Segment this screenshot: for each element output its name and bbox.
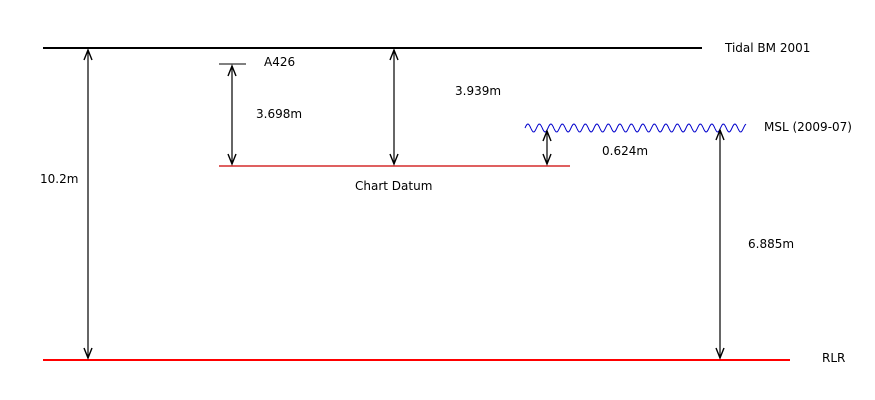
chart-datum-to-msl-label: 0.624m xyxy=(602,144,648,158)
msl-to-rlr-arrow xyxy=(715,128,725,360)
a426-to-chart-datum-arrow xyxy=(227,64,237,166)
rlr-label: RLR xyxy=(822,351,845,365)
a426-to-chart-datum-label: 3.698m xyxy=(256,107,302,121)
arrowhead-down xyxy=(715,347,725,360)
tidal-bm-label: Tidal BM 2001 xyxy=(724,41,810,55)
arrowhead-down xyxy=(227,153,237,166)
msl-label: MSL (2009-07) xyxy=(764,120,852,134)
arrowhead-up xyxy=(389,48,399,61)
chart-datum-label: Chart Datum xyxy=(355,179,432,193)
msl-to-rlr-label: 6.885m xyxy=(748,237,794,251)
bm-to-chart-datum-arrow xyxy=(389,48,399,166)
arrowhead-down xyxy=(389,153,399,166)
arrowhead-up xyxy=(83,48,93,61)
msl-wave-line xyxy=(524,123,747,133)
a426-label: A426 xyxy=(264,55,295,69)
arrowhead-up xyxy=(542,129,552,142)
arrowhead-down xyxy=(542,153,552,166)
bm-to-chart-datum-label: 3.939m xyxy=(455,84,501,98)
chart-datum-to-msl-arrow xyxy=(542,129,552,166)
bm-to-rlr-label: 10.2m xyxy=(40,172,78,186)
arrowhead-up xyxy=(227,64,237,77)
arrowhead-down xyxy=(83,347,93,360)
bm-to-rlr-arrow xyxy=(83,48,93,360)
measurement-arrows xyxy=(83,48,725,360)
arrowhead-up xyxy=(715,128,725,141)
